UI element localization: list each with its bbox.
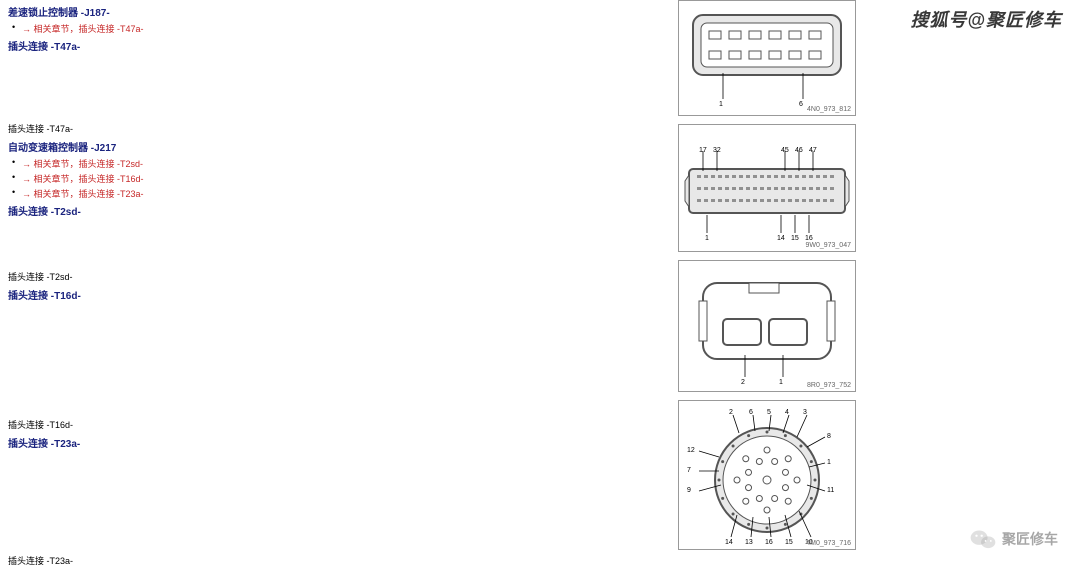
pin-label: 6	[749, 409, 753, 416]
pin-label: 46	[795, 147, 803, 154]
pin-label: 6	[799, 101, 803, 108]
pin-label: 3	[803, 409, 807, 416]
small-label: 插头连接 -T23a-	[8, 552, 73, 569]
pin-label: 13	[745, 539, 753, 546]
connector-panel: 1 6 4N0_973_812	[678, 0, 856, 116]
section-heading[interactable]: 插头连接 -T47a-	[8, 36, 144, 55]
section-heading[interactable]: 自动变速箱控制器 -J217	[8, 137, 144, 156]
pin-label: 5	[767, 409, 771, 416]
pin-label: 4	[785, 409, 789, 416]
watermark-bottom: 聚匠修车	[970, 528, 1058, 550]
pin-label: 45	[781, 147, 789, 154]
part-number: 8R0_973_752	[807, 382, 851, 389]
bullet-link[interactable]: → 相关章节，插头连接 -T2sd-	[8, 156, 144, 171]
pin-label: 17	[699, 147, 707, 154]
pin-label: 2	[741, 379, 745, 386]
pin-label: 14	[777, 235, 785, 242]
watermark-bottom-text: 聚匠修车	[1002, 529, 1058, 549]
pin-label: 16	[765, 539, 773, 546]
section-heading[interactable]: 差速锁止控制器 -J187-	[8, 2, 144, 21]
connector-panel: 2 1 8R0_973_752	[678, 260, 856, 392]
pin-label: 47	[809, 147, 817, 154]
section-heading[interactable]: 插头连接 -T23a-	[8, 433, 80, 452]
pin-label: 14	[725, 539, 733, 546]
right-column: 164N0_973_812173245464711415169W0_973_04…	[678, 0, 856, 558]
bullet-link[interactable]: → 相关章节，插头连接 -T47a-	[8, 21, 144, 36]
section-heading[interactable]: 插头连接 -T16d-	[8, 285, 81, 304]
pin-label: 8	[827, 433, 831, 440]
bullet-link[interactable]: → 相关章节，插头连接 -T16d-	[8, 171, 144, 186]
pin-label: 1	[827, 459, 831, 466]
pin-label: 15	[791, 235, 799, 242]
pin-label: 1	[779, 379, 783, 386]
watermark-top: 搜狐号@聚匠修车	[910, 6, 1062, 32]
small-label: 插头连接 -T16d-	[8, 416, 80, 433]
section-heading[interactable]: 插头连接 -T2sd-	[8, 201, 144, 220]
part-number: 4M0_973_716	[806, 540, 851, 547]
part-number: 9W0_973_047	[805, 242, 851, 249]
bullet-link[interactable]: → 相关章节，插头连接 -T23a-	[8, 186, 144, 201]
pin-label: 11	[827, 487, 834, 494]
pin-label: 1	[705, 235, 709, 242]
pin-label: 9	[687, 487, 691, 494]
small-label: 插头连接 -T47a-	[8, 120, 144, 137]
pin-label: 7	[687, 467, 691, 474]
pin-label: 12	[687, 447, 695, 454]
part-number: 4N0_973_812	[807, 106, 851, 113]
connector-panel: 17 32 45 46 47 1 14 15 169W0_973_047	[678, 124, 856, 252]
pin-label: 15	[785, 539, 793, 546]
pin-label: 16	[805, 235, 813, 242]
small-label: 插头连接 -T2sd-	[8, 268, 81, 285]
connector-panel: 265431279811114131615104M0_973_716	[678, 400, 856, 550]
pin-label: 1	[719, 101, 723, 108]
pin-label: 32	[713, 147, 721, 154]
pin-label: 2	[729, 409, 733, 416]
wechat-icon	[970, 528, 996, 550]
